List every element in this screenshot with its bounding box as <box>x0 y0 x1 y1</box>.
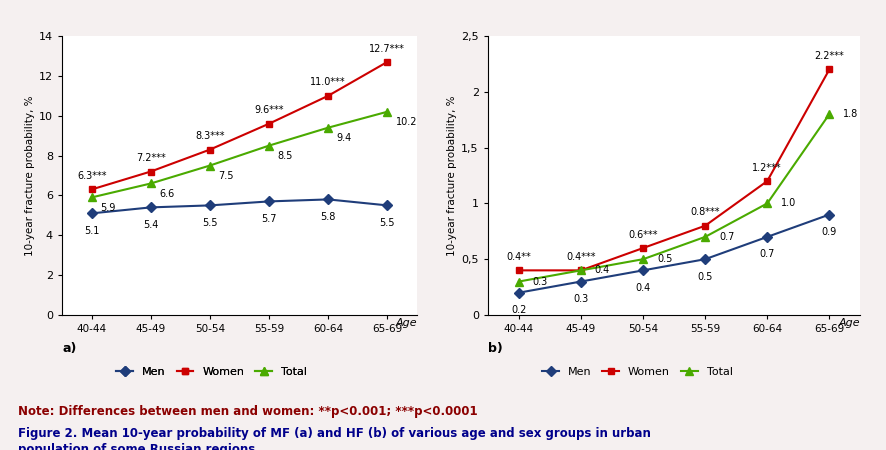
Text: 0.4: 0.4 <box>595 266 610 275</box>
Text: 0.6***: 0.6*** <box>627 230 657 240</box>
Text: 7.2***: 7.2*** <box>136 153 166 163</box>
Text: 5.7: 5.7 <box>261 214 276 224</box>
Text: Note: Differences between men and women: **p<0.001; ***p<0.0001: Note: Differences between men and women:… <box>18 405 477 418</box>
Text: 0.4***: 0.4*** <box>565 252 595 262</box>
Text: 5.4: 5.4 <box>143 220 159 230</box>
Text: 8.5: 8.5 <box>277 151 292 161</box>
Text: 0.7: 0.7 <box>758 249 774 259</box>
Text: 8.3***: 8.3*** <box>195 131 224 141</box>
Text: 5.8: 5.8 <box>320 212 336 222</box>
Text: Figure 2. Mean 10-year probability of MF (a) and HF (b) of various age and sex g: Figure 2. Mean 10-year probability of MF… <box>18 428 650 450</box>
Text: 0.7: 0.7 <box>719 232 734 242</box>
Text: Age: Age <box>838 318 859 328</box>
Text: 9.4: 9.4 <box>336 133 352 143</box>
Text: Age: Age <box>395 318 416 328</box>
Text: 9.6***: 9.6*** <box>254 105 284 115</box>
Y-axis label: 10-year fracture probability, %: 10-year fracture probability, % <box>447 95 456 256</box>
Text: 0.5: 0.5 <box>657 254 672 264</box>
Text: 0.4: 0.4 <box>634 283 650 293</box>
Text: 0.4**: 0.4** <box>506 252 531 262</box>
Text: 11.0***: 11.0*** <box>310 77 346 87</box>
Y-axis label: 10-year fracture probability, %: 10-year fracture probability, % <box>25 95 35 256</box>
Text: 7.5: 7.5 <box>218 171 234 181</box>
Text: 5.5: 5.5 <box>379 218 394 228</box>
Text: 1.8: 1.8 <box>843 109 858 119</box>
Text: 12.7***: 12.7*** <box>369 44 405 54</box>
Text: b): b) <box>487 342 502 355</box>
Text: 6.3***: 6.3*** <box>77 171 106 181</box>
Text: 0.3: 0.3 <box>572 294 588 304</box>
Text: 10.2: 10.2 <box>395 117 416 127</box>
Text: 5.5: 5.5 <box>202 218 217 228</box>
Text: 1.0: 1.0 <box>781 198 796 208</box>
Text: 2.2***: 2.2*** <box>813 51 843 61</box>
Text: 0.5: 0.5 <box>696 272 712 282</box>
Legend: Men, Women, Total: Men, Women, Total <box>537 363 736 382</box>
Legend: Men, Women, Total: Men, Women, Total <box>112 363 311 382</box>
Text: a): a) <box>62 342 76 355</box>
Text: 6.6: 6.6 <box>159 189 175 199</box>
Text: 5.1: 5.1 <box>84 226 99 236</box>
Text: 0.8***: 0.8*** <box>689 207 719 217</box>
Text: 0.9: 0.9 <box>820 227 836 237</box>
Text: 1.2***: 1.2*** <box>751 163 781 173</box>
Text: 0.2: 0.2 <box>510 305 526 315</box>
Text: 0.3: 0.3 <box>532 276 548 287</box>
Text: 5.9: 5.9 <box>100 203 115 213</box>
